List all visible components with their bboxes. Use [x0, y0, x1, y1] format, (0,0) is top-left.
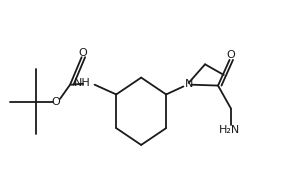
Text: H₂N: H₂N: [219, 125, 240, 135]
Text: NH: NH: [74, 78, 90, 88]
Text: O: O: [51, 96, 60, 107]
Text: N: N: [184, 79, 193, 89]
Text: O: O: [227, 50, 235, 60]
Text: O: O: [79, 48, 87, 58]
